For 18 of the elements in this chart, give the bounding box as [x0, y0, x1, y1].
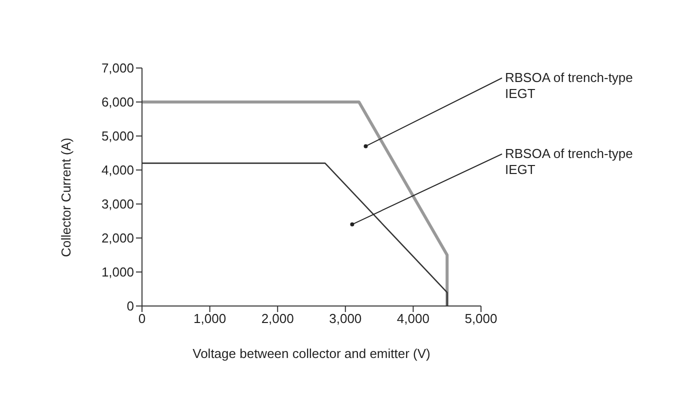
- x-tick-label: 1,000: [194, 311, 226, 326]
- y-tick-label: 1,000: [101, 264, 134, 280]
- x-tick-label: 2,000: [261, 311, 294, 326]
- annotation: RBSOA of trench-type IEGT: [505, 70, 633, 101]
- x-axis-title: Voltage between collector and emitter (V): [192, 346, 430, 361]
- annotation: RBSOA of trench-type IEGT: [505, 146, 633, 177]
- y-tick-label: 2,000: [101, 230, 134, 246]
- y-tick-label: 5,000: [101, 128, 134, 144]
- y-tick-label: 0: [126, 298, 134, 314]
- y-tick-label: 4,000: [101, 162, 134, 178]
- x-tick-label: 3,000: [329, 311, 362, 326]
- x-tick-label: 5,000: [464, 311, 498, 326]
- y-tick-label: 6,000: [101, 94, 134, 110]
- y-tick-label: 3,000: [101, 196, 134, 212]
- y-axis-title: Collector Current (A): [58, 138, 74, 257]
- x-tick-label: 0: [138, 311, 146, 326]
- y-tick-label: 7,000: [101, 60, 134, 76]
- x-tick-label: 4,000: [396, 311, 430, 326]
